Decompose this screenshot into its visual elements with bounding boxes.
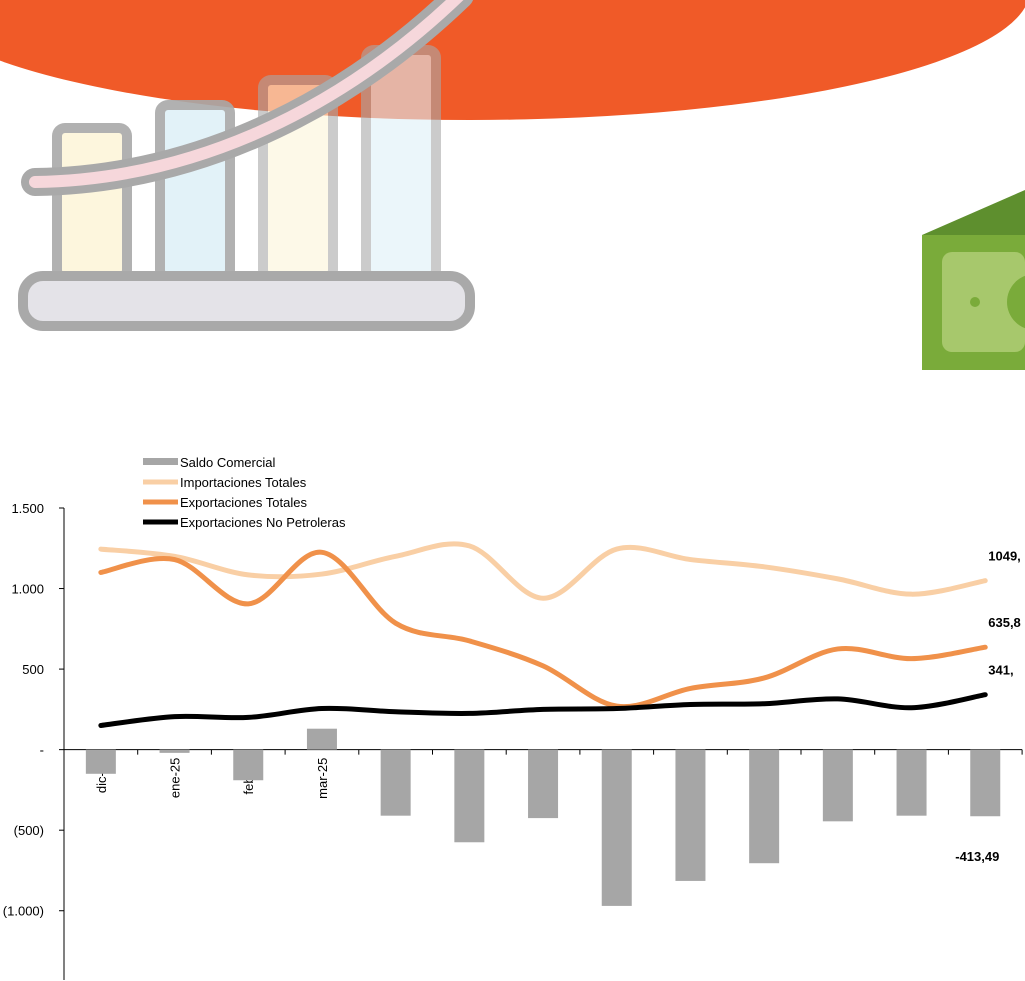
y-tick-label: (1.000) [3,904,44,919]
line [98,549,988,710]
legend-label: Importaciones Totales [180,475,307,490]
plot: 1.5001.000500-(500)(1.000)dic-24ene-25fe… [3,455,1023,980]
money-icon [922,190,1025,370]
bar [749,749,780,864]
y-tick-label: 500 [22,662,44,677]
decoration [0,0,1025,370]
data-label: -413,49 [955,849,999,864]
bar [306,728,337,750]
line [98,692,988,728]
data-label: 635,8 [988,615,1021,630]
legend-label: Saldo Comercial [180,455,275,470]
legend-label: Exportaciones No Petroleras [180,515,346,530]
bar [528,749,559,819]
x-tick-label: mar-25 [315,758,330,799]
bar [601,749,632,906]
legend-swatch [143,458,178,465]
y-tick-label: - [40,743,44,758]
legend-label: Exportaciones Totales [180,495,307,510]
bar [822,749,853,822]
bar [675,749,706,881]
y-tick-label: 1.500 [11,501,44,516]
bar [454,749,485,843]
bar [85,749,116,774]
bar [159,749,190,753]
bar [380,749,411,816]
data-label: 341, [988,663,1013,678]
data-label: 1049, [988,549,1021,564]
chart-icon [18,0,475,331]
line [98,541,988,601]
bar [896,749,927,816]
y-tick-label: (500) [14,823,44,838]
orange-shape [0,0,1025,120]
bar [233,749,264,781]
x-tick-label: ene-25 [168,758,183,798]
bar [970,749,1001,817]
y-tick-label: 1.000 [11,582,44,597]
